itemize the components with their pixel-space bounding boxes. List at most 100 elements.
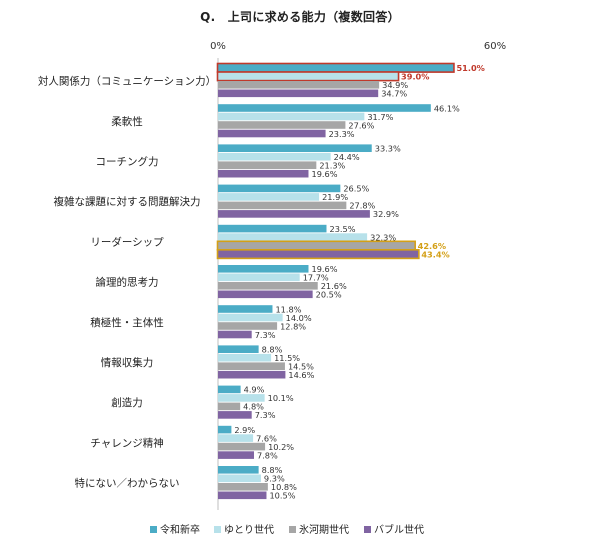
bar xyxy=(218,250,419,258)
bar xyxy=(218,233,368,241)
data-label: 8.8% xyxy=(262,465,283,475)
bar xyxy=(218,411,252,419)
data-label: 34.9% xyxy=(382,80,408,90)
legend-label: ゆとり世代 xyxy=(224,524,274,536)
data-label: 34.7% xyxy=(381,89,407,99)
bar xyxy=(218,152,331,161)
data-label: 23.3% xyxy=(329,129,355,139)
data-label: 7.6% xyxy=(256,433,277,443)
data-label: 10.8% xyxy=(271,482,297,492)
category-label: 柔軟性 xyxy=(111,115,143,128)
data-label: 32.3% xyxy=(370,232,396,242)
data-label: 8.8% xyxy=(262,345,283,355)
category-label: 対人関係力（コミュニケーション力） xyxy=(38,75,216,88)
bar xyxy=(218,290,313,299)
bar xyxy=(218,184,341,193)
data-label: 24.4% xyxy=(334,152,360,162)
bar xyxy=(218,434,254,442)
category-label: チャレンジ精神 xyxy=(90,436,163,449)
bar xyxy=(218,273,300,282)
category-label: 創造力 xyxy=(111,396,143,409)
bar xyxy=(218,72,399,81)
category-label: 複雑な課題に対する問題解決力 xyxy=(54,195,201,208)
legend-label: バブル世代 xyxy=(374,523,424,536)
bar xyxy=(218,442,266,451)
data-label: 51.0% xyxy=(456,63,484,73)
bar xyxy=(218,193,320,201)
legend-swatch xyxy=(364,526,371,533)
bar xyxy=(218,112,365,121)
legend-label: 令和新卒 xyxy=(160,523,200,536)
data-label: 21.9% xyxy=(322,192,348,202)
data-label: 32.9% xyxy=(373,209,399,219)
bar xyxy=(218,104,431,112)
category-label: リーダーシップ xyxy=(90,235,164,248)
bar xyxy=(218,370,286,379)
legend-label: 氷河期世代 xyxy=(299,523,349,536)
x-tick-label: 60% xyxy=(484,41,506,52)
data-label: 4.9% xyxy=(244,385,265,395)
bar xyxy=(218,161,317,169)
bar xyxy=(218,144,372,152)
chart-title: Q. 上司に求める能力（複数回答） xyxy=(200,10,400,24)
data-label: 19.6% xyxy=(311,169,337,179)
data-label: 7.3% xyxy=(255,330,276,340)
data-label: 2.9% xyxy=(234,425,255,435)
data-label: 14.5% xyxy=(288,362,314,372)
bar xyxy=(218,282,318,290)
data-label: 10.5% xyxy=(269,491,295,501)
data-label: 17.7% xyxy=(303,273,329,283)
bar xyxy=(218,169,309,178)
data-label: 31.7% xyxy=(367,112,393,122)
bar xyxy=(218,451,255,459)
legend-swatch xyxy=(289,526,296,533)
data-label: 4.8% xyxy=(243,402,264,412)
bar xyxy=(218,322,278,330)
bar xyxy=(218,224,327,233)
bar xyxy=(218,330,252,339)
data-label: 23.5% xyxy=(329,224,355,234)
data-label: 9.3% xyxy=(264,474,285,484)
data-label: 11.8% xyxy=(275,304,301,314)
data-label: 7.3% xyxy=(255,410,276,420)
category-label: 特にない／わからない xyxy=(75,478,180,490)
bar xyxy=(218,313,283,322)
bar xyxy=(218,425,232,434)
bar xyxy=(218,265,309,273)
category-label: 情報収集力 xyxy=(101,356,154,369)
data-label: 10.2% xyxy=(268,442,294,452)
highlight-box xyxy=(216,71,400,82)
bar xyxy=(218,362,285,370)
data-label: 14.6% xyxy=(288,370,314,380)
bar xyxy=(218,491,267,500)
data-label: 33.3% xyxy=(375,144,401,154)
bar xyxy=(218,64,454,72)
data-label: 26.5% xyxy=(343,184,369,194)
bar xyxy=(218,394,265,402)
data-label: 14.0% xyxy=(286,313,312,323)
data-label: 27.6% xyxy=(348,120,374,130)
bar xyxy=(218,385,241,394)
data-label: 27.8% xyxy=(349,201,375,211)
data-label: 19.6% xyxy=(311,264,337,274)
bar xyxy=(218,305,273,313)
data-label: 43.4% xyxy=(421,249,449,259)
bar xyxy=(218,474,261,483)
data-label: 12.8% xyxy=(280,321,306,331)
legend-swatch xyxy=(150,526,157,533)
bar xyxy=(218,241,415,250)
bar xyxy=(218,345,259,353)
data-label: 11.5% xyxy=(274,353,300,363)
x-tick-label: 0% xyxy=(210,41,226,52)
data-label: 20.5% xyxy=(316,290,342,300)
category-label: コーチング力 xyxy=(96,155,159,168)
bar xyxy=(218,201,347,210)
bar xyxy=(218,121,346,129)
bar xyxy=(218,129,326,138)
data-label: 46.1% xyxy=(434,103,460,113)
bar xyxy=(218,402,241,411)
data-label: 21.6% xyxy=(321,281,347,291)
data-label: 10.1% xyxy=(268,393,294,403)
